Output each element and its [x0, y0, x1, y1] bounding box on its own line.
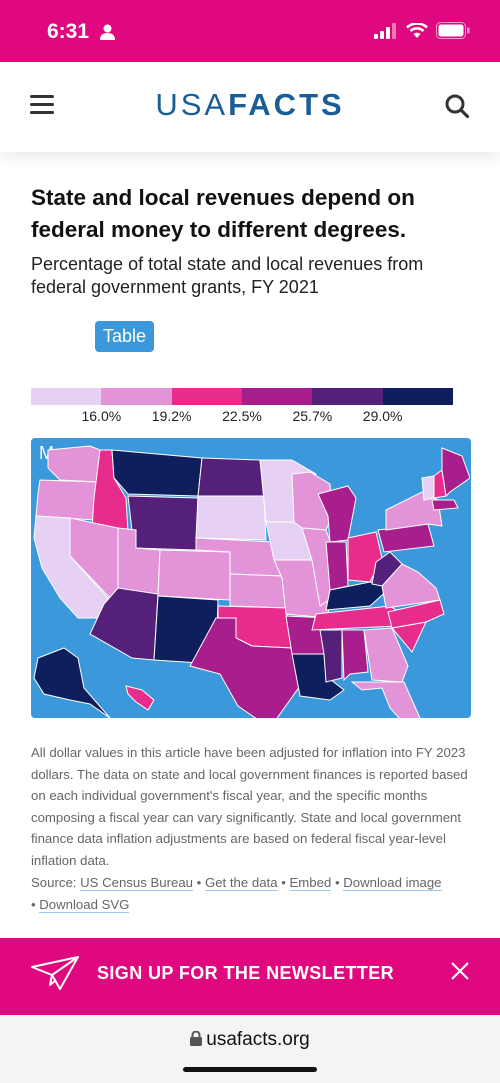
link-download-svg[interactable]: Download SVG — [39, 896, 130, 913]
state-ks[interactable] — [229, 573, 287, 609]
search-icon[interactable] — [444, 93, 470, 119]
usafacts-logo[interactable]: USAFACTS — [0, 87, 500, 123]
state-ny[interactable] — [385, 491, 443, 531]
state-co[interactable] — [157, 549, 231, 601]
logo-text-bold: FACTS — [228, 87, 345, 122]
person-icon — [100, 24, 115, 40]
state-vt[interactable] — [421, 475, 435, 501]
state-ms[interactable] — [319, 629, 343, 683]
paper-plane-icon — [31, 956, 79, 990]
link-embed[interactable]: Embed — [289, 875, 332, 891]
us-choropleth-map — [33, 445, 470, 718]
link-download-image[interactable]: Download image — [343, 875, 442, 891]
browser-url-bar[interactable]: usafacts.org — [0, 1015, 500, 1083]
battery-icon — [436, 22, 470, 39]
article-subtitle: Percentage of total state and local reve… — [31, 254, 424, 297]
legend-swatch — [171, 388, 242, 405]
newsletter-signup-link[interactable]: SIGN UP FOR THE NEWSLETTER — [97, 963, 395, 983]
state-wv[interactable] — [371, 551, 403, 587]
color-legend — [31, 388, 453, 405]
state-al[interactable] — [341, 629, 369, 682]
logo-text-light: USA — [155, 87, 229, 122]
legend-swatch — [31, 388, 102, 405]
legend-threshold-label: 22.5% — [222, 408, 262, 424]
wifi-icon — [406, 22, 428, 38]
state-ak[interactable] — [33, 647, 111, 718]
separator: • — [31, 896, 40, 912]
site-header: USAFACTS — [0, 62, 500, 152]
url-domain: usafacts.org — [206, 1029, 310, 1050]
separator: • — [277, 875, 290, 890]
legend-threshold-label: 16.0% — [81, 408, 122, 424]
legend-threshold-label: 19.2% — [151, 408, 192, 424]
link-get-the-data[interactable]: Get the data — [204, 875, 278, 891]
source-prefix: Source: — [31, 875, 81, 890]
signal-icon — [374, 22, 396, 39]
state-in[interactable] — [325, 541, 349, 591]
state-ga[interactable] — [363, 627, 409, 683]
methodology-note: All dollar values in this article have b… — [31, 745, 468, 868]
state-nd[interactable] — [197, 457, 265, 497]
legend-swatch — [101, 388, 172, 405]
state-ma[interactable] — [431, 499, 459, 511]
state-hi[interactable] — [125, 685, 155, 711]
legend-swatch — [312, 388, 383, 405]
hamburger-menu-icon[interactable] — [30, 95, 54, 115]
state-fl[interactable] — [350, 681, 421, 718]
legend-threshold-label: 25.7% — [292, 408, 333, 424]
state-sd[interactable] — [195, 495, 267, 541]
state-nc[interactable] — [387, 599, 445, 629]
link-us-census-bureau[interactable]: US Census Bureau — [80, 875, 194, 891]
source-line: Source: US Census Bureau • Get the data … — [31, 872, 476, 915]
lock-icon — [190, 1030, 203, 1046]
legend-labels: 16.0% 19.2% 22.5% 25.7% 29.0% — [31, 408, 453, 426]
article-title: State and local revenues depend on feder… — [31, 185, 415, 242]
legend-swatch — [241, 388, 313, 405]
close-icon[interactable] — [450, 961, 470, 981]
state-mt[interactable] — [111, 449, 203, 497]
state-me[interactable] — [441, 447, 470, 498]
newsletter-banner: SIGN UP FOR THE NEWSLETTER — [0, 938, 500, 1015]
status-time: 6:31 — [47, 20, 90, 43]
table-view-button[interactable]: Table — [95, 321, 155, 352]
state-or[interactable] — [35, 479, 99, 521]
state-wa[interactable] — [47, 445, 101, 483]
home-indicator[interactable] — [183, 1067, 317, 1072]
separator: • — [193, 875, 205, 890]
url-display[interactable]: usafacts.org — [0, 1029, 500, 1051]
status-bar: 6:31 — [0, 0, 500, 62]
state-ky[interactable] — [325, 581, 391, 611]
state-wy[interactable] — [127, 495, 199, 551]
separator: • — [331, 875, 344, 890]
legend-threshold-label: 29.0% — [362, 408, 403, 424]
legend-swatch — [382, 388, 453, 405]
